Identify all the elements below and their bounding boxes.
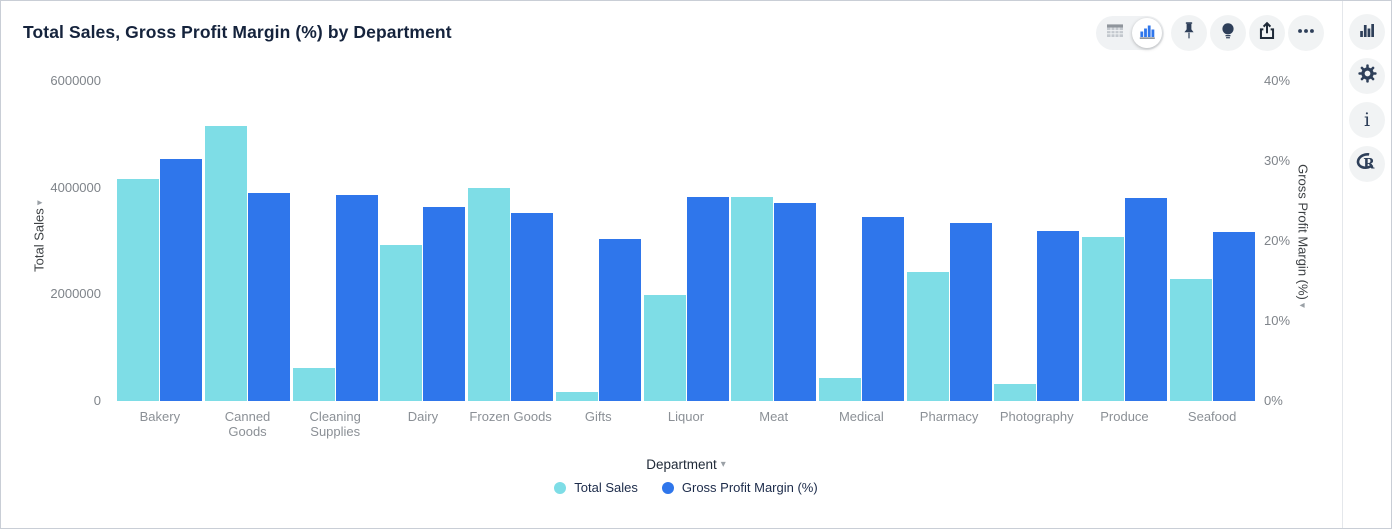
y-axis-tick-left: 2000000 — [50, 286, 101, 302]
info-button[interactable]: i — [1349, 102, 1385, 138]
y-axis-tick-right: 30% — [1264, 153, 1291, 168]
y-axis-tick-right: 20% — [1264, 233, 1291, 248]
bar-total-sales-photography[interactable] — [994, 383, 1037, 401]
left-axis-title-text: Total Sales — [31, 208, 47, 272]
chart-toolbar — [1096, 15, 1324, 51]
x-axis-category-medical: Medical — [838, 409, 884, 424]
more-options-icon — [1295, 20, 1317, 47]
x-axis-category-pharmacy: Pharmacy — [919, 409, 979, 424]
x-axis-category-liquor: Liquor — [667, 409, 705, 424]
bar-gross-profit-margin-pharmacy[interactable] — [949, 222, 992, 401]
bar-gross-profit-margin-meat[interactable] — [774, 202, 817, 401]
x-axis-category-seafood: Seafood — [1187, 409, 1237, 424]
bar-gross-profit-margin-dairy[interactable] — [423, 206, 466, 401]
bar-total-sales-produce[interactable] — [1081, 237, 1124, 401]
settings-gear-icon — [1356, 62, 1379, 90]
dropdown-arrow-icon: ▾ — [720, 459, 726, 470]
bar-total-sales-bakery[interactable] — [117, 178, 160, 401]
r-analytics-button[interactable]: R — [1349, 146, 1385, 182]
legend-dot-gross-profit-margin — [661, 481, 674, 494]
bar-gross-profit-margin-gifts[interactable] — [598, 239, 641, 401]
bar-total-sales-canned-goods[interactable] — [205, 125, 248, 401]
chart-canvas: Bakery Canned Goods Cleaning Supplies Dairy… — [1, 1, 1342, 528]
sort-arrow-icon: ▾ — [1296, 302, 1308, 308]
chart-type-button[interactable] — [1349, 14, 1385, 50]
x-axis-title-text: Department — [646, 457, 717, 472]
export-icon — [1256, 20, 1278, 47]
bar-total-sales-frozen-goods[interactable] — [468, 187, 511, 401]
chart-view-button[interactable] — [1132, 18, 1162, 48]
bar-gross-profit-margin-canned-goods[interactable] — [248, 193, 291, 401]
info-icon: i — [1363, 108, 1371, 131]
bar-total-sales-liquor[interactable] — [643, 295, 686, 401]
chart-legend: Total Sales Gross Profit Margin (%) — [116, 480, 1256, 495]
x-axis-category-produce: Produce — [1100, 409, 1149, 424]
bar-total-sales-dairy[interactable] — [380, 244, 423, 401]
bar-gross-profit-margin-frozen-goods[interactable] — [511, 213, 554, 401]
table-icon — [1105, 21, 1125, 46]
lightbulb-icon — [1217, 20, 1239, 47]
x-axis-category-frozen-goods: Frozen Goods — [469, 409, 552, 424]
x-axis-category-photography: Photography — [999, 409, 1074, 424]
bar-total-sales-meat[interactable] — [731, 196, 774, 401]
bar-total-sales-pharmacy[interactable] — [906, 271, 949, 401]
r-logo-icon: R — [1355, 150, 1379, 179]
legend-item-total-sales[interactable]: Total Sales — [554, 480, 638, 495]
right-axis-title[interactable]: Gross Profit Margin (%) ▾ — [1296, 164, 1311, 308]
y-axis-tick-left: 4000000 — [50, 179, 101, 195]
bar-gross-profit-margin-produce[interactable] — [1124, 197, 1167, 401]
y-axis-tick-left: 0 — [93, 393, 101, 408]
bar-total-sales-medical[interactable] — [818, 378, 861, 401]
bar-total-sales-cleaning-supplies[interactable] — [292, 367, 335, 401]
bar-gross-profit-margin-medical[interactable] — [861, 217, 904, 401]
legend-label: Gross Profit Margin (%) — [681, 480, 818, 495]
settings-button[interactable] — [1349, 58, 1385, 94]
chart-card: Total Sales, Gross Profit Margin (%) by … — [1, 1, 1342, 528]
x-axis-title[interactable]: Department ▾ — [116, 457, 1256, 472]
legend-dot-total-sales — [554, 481, 567, 494]
left-axis-title[interactable]: Total Sales ▾ — [32, 200, 47, 272]
bar-gross-profit-margin-liquor[interactable] — [686, 197, 729, 401]
legend-item-gross-profit-margin[interactable]: Gross Profit Margin (%) — [661, 480, 818, 495]
legend-label: Total Sales — [574, 480, 638, 495]
svg-text:R: R — [1363, 156, 1375, 172]
right-icon-rail: i R — [1342, 1, 1391, 528]
view-toggle[interactable] — [1096, 16, 1164, 50]
bar-total-sales-gifts[interactable] — [555, 391, 598, 401]
x-axis-category-meat: Meat — [759, 409, 789, 424]
y-axis-tick-right: 10% — [1264, 313, 1291, 328]
bar-total-sales-seafood[interactable] — [1169, 279, 1212, 401]
bar-gross-profit-margin-cleaning-supplies[interactable] — [335, 194, 378, 401]
table-view-button[interactable] — [1098, 18, 1132, 48]
bar-gross-profit-margin-photography[interactable] — [1037, 230, 1080, 401]
x-axis-category-gifts: Gifts — [584, 409, 612, 424]
x-axis-category-canned-goods: Canned Goods — [224, 409, 271, 439]
y-axis-tick-left: 6000000 — [50, 73, 101, 88]
bar-chart-icon — [1137, 21, 1157, 46]
y-axis-tick-right: 0% — [1264, 393, 1283, 408]
pin-button[interactable] — [1171, 15, 1207, 51]
bar-gross-profit-margin-seafood[interactable] — [1212, 232, 1255, 401]
page-title: Total Sales, Gross Profit Margin (%) by … — [23, 22, 452, 42]
x-axis-category-cleaning-supplies: Cleaning Supplies — [309, 409, 361, 439]
y-axis-tick-right: 40% — [1264, 73, 1291, 88]
x-axis-category-dairy: Dairy — [407, 409, 439, 424]
pin-icon — [1178, 20, 1200, 47]
sort-arrow-icon: ▾ — [34, 200, 46, 206]
bar-gross-profit-margin-bakery[interactable] — [160, 159, 203, 401]
chart-type-icon — [1357, 20, 1377, 45]
export-button[interactable] — [1249, 15, 1285, 51]
more-options-button[interactable] — [1288, 15, 1324, 51]
x-axis-category-bakery: Bakery — [139, 409, 181, 424]
right-axis-title-text: Gross Profit Margin (%) — [1295, 164, 1311, 300]
insights-button[interactable] — [1210, 15, 1246, 51]
